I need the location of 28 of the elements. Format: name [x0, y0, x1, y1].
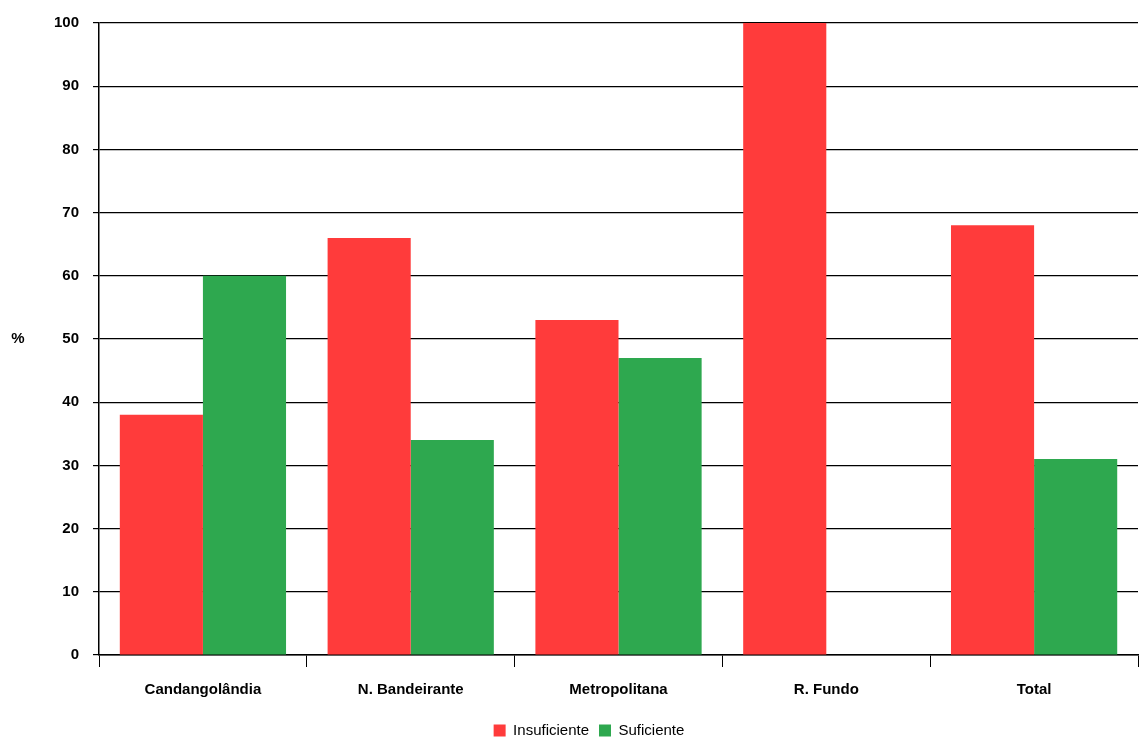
x-tick-label: N. Bandeirante	[357, 680, 464, 698]
y-tick-label: 60	[62, 265, 80, 283]
x-tick-label: Total	[1016, 680, 1052, 698]
bar	[202, 275, 287, 655]
bar	[535, 320, 619, 655]
y-tick-label: 40	[62, 392, 80, 410]
y-tick-label: 50	[62, 329, 80, 347]
y-tick-label: 20	[62, 518, 80, 536]
bar	[1034, 459, 1118, 655]
y-axis-title: %	[11, 329, 25, 347]
y-tick-label: 10	[62, 581, 80, 599]
x-tick-label: R. Fundo	[793, 680, 859, 698]
bar	[327, 237, 411, 655]
x-tick-label: Candangolândia	[144, 680, 262, 698]
x-tick-label: Metropolitana	[569, 680, 669, 698]
legend-label: Suficiente	[618, 720, 685, 738]
legend-label: Insuficiente	[513, 720, 590, 738]
bar	[119, 414, 203, 655]
bar	[410, 440, 494, 655]
bar	[950, 225, 1035, 655]
y-tick-label: 100	[54, 13, 80, 31]
y-tick-label: 0	[70, 645, 80, 663]
y-tick-label: 80	[62, 139, 80, 157]
bar	[743, 23, 827, 655]
y-tick-label: 30	[62, 455, 80, 473]
y-tick-label: 90	[62, 76, 80, 94]
bar	[618, 357, 702, 655]
y-tick-label: 70	[62, 202, 80, 220]
